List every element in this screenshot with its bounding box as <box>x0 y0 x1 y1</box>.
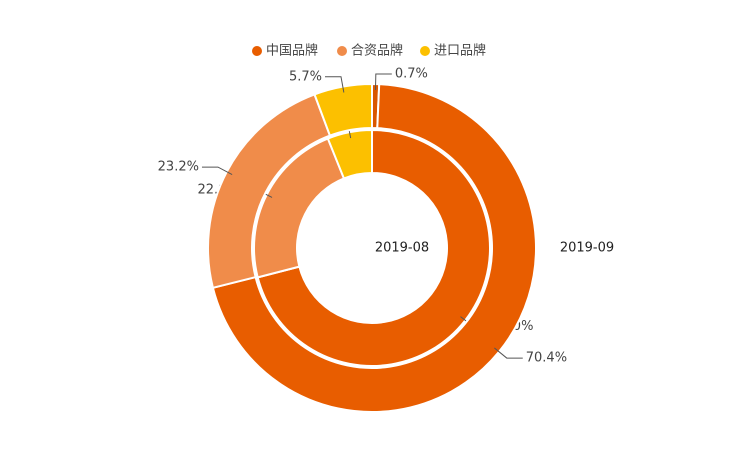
series-label: 2019-08 <box>375 241 429 256</box>
donut-slice <box>326 128 373 180</box>
legend-label: 合资品牌 <box>351 43 403 59</box>
leader-line <box>494 347 523 359</box>
data-label: 0.7% <box>395 67 428 82</box>
data-label: 5.7% <box>289 69 322 84</box>
data-label: 70.4% <box>526 351 567 366</box>
legend-marker <box>252 46 262 56</box>
leader-line <box>201 166 233 175</box>
legend-marker <box>420 46 430 56</box>
donut-slice <box>256 128 491 367</box>
legend-marker <box>337 46 347 56</box>
data-label: 23.2% <box>158 160 199 175</box>
donut-slice <box>211 83 537 413</box>
series-label: 2019-09 <box>560 241 614 256</box>
legend-label: 进口品牌 <box>434 43 486 59</box>
leader-line <box>374 73 392 91</box>
legend-label: 中国品牌 <box>266 43 318 59</box>
leader-line <box>325 76 345 93</box>
donut-slice <box>313 82 373 137</box>
